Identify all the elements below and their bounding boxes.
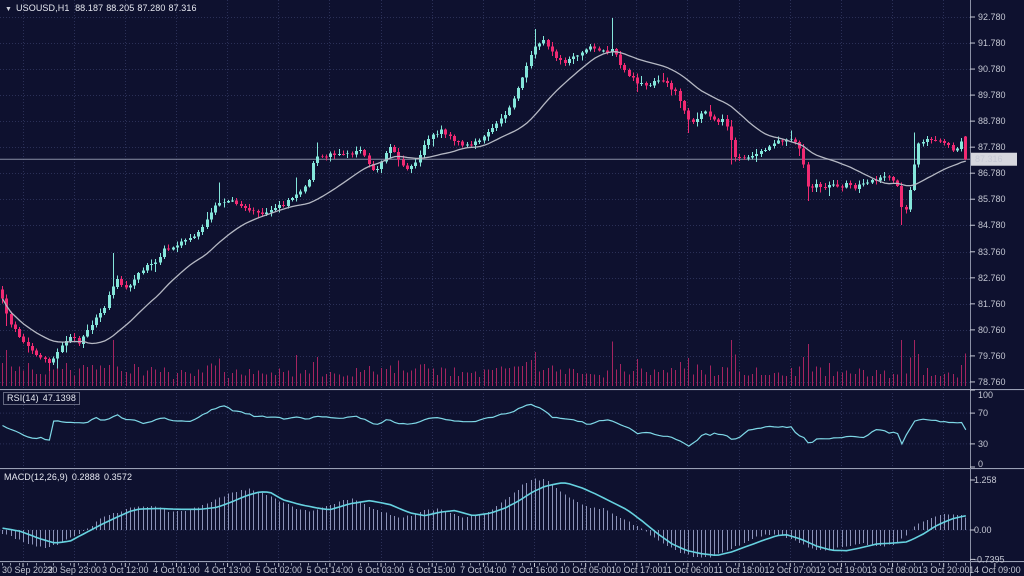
time-axis-label: 11 Oct 18:00 bbox=[714, 565, 765, 575]
time-axis-label: 10 Oct 05:00 bbox=[560, 565, 612, 575]
macd-axis-label: -0.7395 bbox=[974, 554, 1005, 564]
ohlc-low: 87.280 bbox=[137, 3, 166, 13]
ohlc-open: 88.187 bbox=[75, 3, 104, 13]
price-axis-label: 78.760 bbox=[978, 377, 1006, 387]
price-axis-label: 83.760 bbox=[978, 247, 1006, 257]
time-axis-label: 6 Oct 15:00 bbox=[409, 565, 456, 575]
price-axis-label: 89.780 bbox=[978, 90, 1006, 100]
rsi-axis-label: 100 bbox=[978, 390, 993, 400]
moving-average-line bbox=[1, 51, 966, 345]
vertical-grid bbox=[23, 470, 944, 561]
time-axis-label: 14 Oct 09:00 bbox=[969, 565, 1021, 575]
time-axis-label: 4 Oct 01:00 bbox=[153, 565, 200, 575]
price-axis-label: 80.760 bbox=[978, 325, 1006, 335]
time-axis-label: 4 Oct 13:00 bbox=[204, 565, 251, 575]
rsi-indicator-label: RSI(14) 47.1398 bbox=[3, 392, 80, 405]
current-price-badge bbox=[971, 152, 1017, 166]
time-axis-label: 12 Oct 07:00 bbox=[764, 565, 816, 575]
candle-wicks-up bbox=[53, 18, 962, 369]
macd-panel[interactable] bbox=[0, 470, 995, 561]
price-axis-label: 85.780 bbox=[978, 194, 1006, 204]
time-axis-label: 13 Oct 20:00 bbox=[918, 565, 970, 575]
time-axis-label: 30 Sep 2022 bbox=[2, 565, 53, 575]
macd-histogram bbox=[2, 478, 966, 558]
time-axis-label: 3 Oct 12:00 bbox=[102, 565, 149, 575]
main-grid-horizontal bbox=[0, 17, 970, 383]
price-axis-label: 79.760 bbox=[978, 351, 1006, 361]
price-axis-label: 92.780 bbox=[978, 12, 1006, 22]
vertical-grid bbox=[23, 390, 944, 467]
price-axis[interactable]: 92.780 91.780 90.780 89.780 88.780 87.780 86.7… bbox=[970, 12, 1017, 564]
time-axis-label: 7 Oct 04:00 bbox=[460, 565, 507, 575]
time-axis-label: 13 Oct 08:00 bbox=[867, 565, 919, 575]
time-axis-label: 5 Oct 14:00 bbox=[307, 565, 354, 575]
macd-name: MACD(12,26,9) bbox=[4, 472, 68, 482]
time-axis-label: 12 Oct 19:00 bbox=[816, 565, 868, 575]
price-axis-label: 90.780 bbox=[978, 64, 1006, 74]
candle-bodies-up bbox=[52, 40, 963, 363]
macd-indicator-label: MACD(12,26,9) 0.2888 0.3572 bbox=[4, 472, 132, 482]
symbol-timeframe-label: USOUSD,H1 bbox=[16, 3, 70, 13]
main-price-panel[interactable] bbox=[0, 0, 995, 388]
vertical-grid bbox=[23, 0, 944, 388]
macd-axis-label: 1.258 bbox=[974, 475, 997, 485]
rsi-axis-label: 0 bbox=[978, 459, 983, 469]
current-price-label: 87.316 bbox=[975, 154, 1003, 164]
rsi-value: 47.1398 bbox=[42, 393, 76, 403]
time-minor-ticks bbox=[2, 563, 966, 566]
time-axis-label: 11 Oct 06:00 bbox=[663, 565, 714, 575]
symbol-dropdown-icon[interactable]: ▼ bbox=[5, 6, 13, 13]
time-axis-label: 30 Sep 23:00 bbox=[47, 565, 101, 575]
time-axis-label: 7 Oct 16:00 bbox=[511, 565, 558, 575]
chart-header: ▼ USOUSD,H1 88.187 88.205 87.280 87.316 bbox=[5, 3, 200, 13]
price-axis-label: 82.760 bbox=[978, 273, 1006, 283]
macd-signal-line bbox=[2, 482, 966, 557]
ohlc-high: 88.205 bbox=[106, 3, 135, 13]
macd-main-value: 0.2888 bbox=[71, 472, 100, 482]
price-axis-label: 84.780 bbox=[978, 220, 1006, 230]
price-axis-label: 81.760 bbox=[978, 299, 1006, 309]
time-axis-label: 10 Oct 17:00 bbox=[611, 565, 663, 575]
volume-bars bbox=[1, 340, 967, 386]
time-axis-label: 6 Oct 03:00 bbox=[358, 565, 405, 575]
price-axis-label: 86.780 bbox=[978, 168, 1006, 178]
rsi-axis-label: 30 bbox=[978, 439, 988, 449]
rsi-axis-label: 70 bbox=[978, 408, 988, 418]
rsi-panel[interactable] bbox=[0, 390, 995, 467]
rsi-name: RSI(14) bbox=[7, 393, 39, 403]
ohlc-close: 87.316 bbox=[168, 3, 197, 13]
time-axis-label: 5 Oct 02:00 bbox=[255, 565, 302, 575]
macd-signal-value: 0.3572 bbox=[103, 472, 133, 482]
price-axis-label: 87.780 bbox=[978, 142, 1006, 152]
rsi-line bbox=[2, 403, 967, 447]
price-axis-label: 91.780 bbox=[978, 38, 1006, 48]
price-axis-label: 88.780 bbox=[978, 116, 1006, 126]
macd-axis-label: 0.00 bbox=[974, 525, 992, 535]
